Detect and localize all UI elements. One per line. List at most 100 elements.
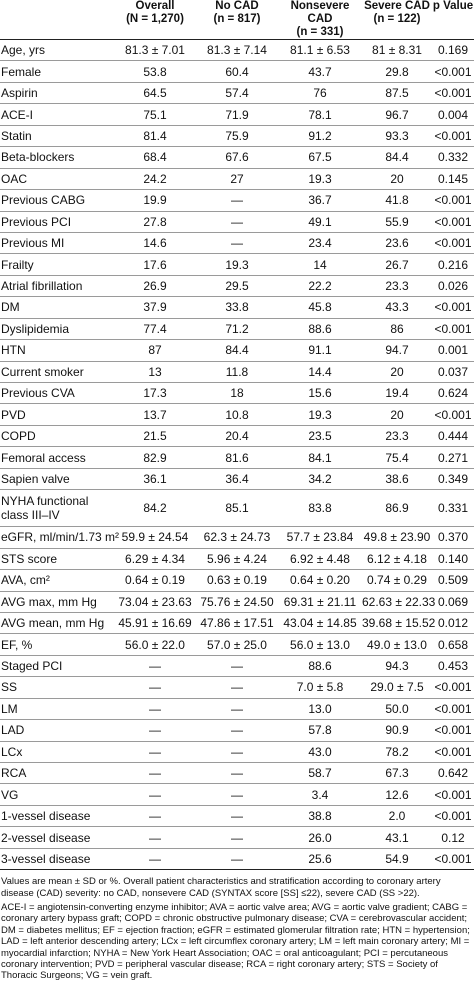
- cell-p-value: 0.069: [437, 594, 469, 609]
- row-label: AVA, cm²: [1, 573, 50, 588]
- cell-p-value: 0.642: [437, 766, 469, 781]
- cell-p-value: 0.169: [437, 43, 469, 58]
- cell-p-value: <0.001: [434, 236, 472, 251]
- table-body: Age, yrs 81.3 ± 7.01 81.3 ± 7.14 81.1 ± 6.5…: [0, 40, 474, 870]
- table-row: Previous MI 14.6 — 23.4 23.6 <0.001: [0, 232, 474, 254]
- table-row: Staged PCI — — 88.6 94.3 0.453: [0, 655, 474, 677]
- cell-no-cad: 0.63 ± 0.19: [207, 573, 267, 588]
- cell-p-value: 0.370: [437, 530, 469, 545]
- table-row: Age, yrs 81.3 ± 7.01 81.3 ± 7.14 81.1 ± 6.5…: [0, 40, 474, 61]
- cell-nonsevere-cad: 91.1: [308, 343, 332, 358]
- table-row: AVA, cm² 0.64 ± 0.19 0.63 ± 0.19 0.64 ± 0.2…: [0, 570, 474, 591]
- table-row: RCA — — 58.7 67.3 0.642: [0, 763, 474, 784]
- table-row: 1-vessel disease — — 38.8 2.0 <0.001: [0, 805, 474, 827]
- header-no-cad-n: (n = 817): [213, 13, 261, 25]
- cell-no-cad: 36.4: [225, 471, 249, 486]
- cell-overall: 26.9: [143, 279, 167, 294]
- cell-overall: 37.9: [143, 300, 167, 315]
- table-row: Frailty 17.6 19.3 14 26.7 0.216: [0, 254, 474, 276]
- cell-overall: 53.8: [143, 64, 167, 79]
- cell-p-value: <0.001: [434, 86, 472, 101]
- header-no-cad: No CAD (n = 817): [196, 0, 278, 40]
- cell-severe-cad: 29.8: [385, 64, 409, 79]
- cell-overall: —: [149, 659, 161, 674]
- cell-nonsevere-cad: 57.7 ± 23.84: [286, 530, 354, 545]
- cell-p-value: <0.001: [434, 809, 472, 824]
- cell-no-cad: —: [231, 701, 243, 716]
- header-row: Overall (N = 1,270) No CAD (n = 817) Non…: [0, 0, 474, 40]
- row-label: DM: [1, 300, 20, 315]
- cell-overall: 14.6: [143, 236, 167, 251]
- cell-overall: 45.91 ± 16.69: [118, 616, 192, 631]
- cell-p-value: 0.453: [437, 659, 469, 674]
- cell-severe-cad: 43.3: [385, 300, 409, 315]
- row-label: ACE-I: [1, 107, 34, 122]
- cell-severe-cad: 90.9: [385, 723, 409, 738]
- cell-p-value: <0.001: [434, 64, 472, 79]
- row-label: NYHA functional class III–IV: [1, 494, 89, 523]
- cell-overall: 56.0 ± 22.0: [125, 637, 185, 652]
- header-overall-title: Overall: [135, 0, 175, 12]
- cell-severe-cad: 41.8: [385, 193, 409, 208]
- cell-no-cad: 5.96 ± 4.24: [207, 551, 267, 566]
- row-label: Aspirin: [1, 86, 38, 101]
- cell-overall: 81.3 ± 7.01: [125, 43, 185, 58]
- cell-nonsevere-cad: 49.1: [308, 214, 332, 229]
- row-label: STS score: [1, 551, 58, 566]
- cell-no-cad: —: [231, 766, 243, 781]
- cell-no-cad: —: [231, 723, 243, 738]
- row-label: EF, %: [1, 637, 33, 652]
- cell-nonsevere-cad: 25.6: [308, 851, 332, 866]
- cell-nonsevere-cad: 91.2: [308, 128, 332, 143]
- cell-overall: 84.2: [143, 501, 167, 516]
- cell-nonsevere-cad: 7.0 ± 5.8: [296, 680, 344, 695]
- row-label: AVG mean, mm Hg: [1, 616, 105, 631]
- cell-severe-cad: 26.7: [385, 257, 409, 272]
- table-row: Female 53.8 60.4 43.7 29.8 <0.001: [0, 61, 474, 83]
- cell-severe-cad: 54.9: [385, 851, 409, 866]
- cell-overall: 17.3: [143, 386, 167, 401]
- cell-nonsevere-cad: 67.5: [308, 150, 332, 165]
- cell-no-cad: —: [231, 787, 243, 802]
- cell-nonsevere-cad: 36.7: [308, 193, 332, 208]
- cell-p-value: <0.001: [434, 214, 472, 229]
- cell-p-value: 0.012: [437, 616, 469, 631]
- table-header: Overall (N = 1,270) No CAD (n = 817) Non…: [0, 0, 474, 40]
- row-label: 1-vessel disease: [1, 809, 91, 824]
- cell-no-cad: 57.0 ± 25.0: [207, 637, 267, 652]
- cell-overall: 6.29 ± 4.34: [125, 551, 185, 566]
- cell-no-cad: 47.86 ± 17.51: [200, 616, 274, 631]
- table-footnotes: Values are mean ± SD or %. Overall patie…: [0, 870, 474, 982]
- header-p-value: p Value: [432, 0, 474, 40]
- cell-no-cad: 27: [230, 171, 244, 186]
- header-severe-cad-n: (n = 122): [373, 13, 421, 25]
- row-label: AVG max, mm Hg: [1, 594, 97, 609]
- table-row: Dyslipidemia 77.4 71.2 88.6 86 <0.001: [0, 318, 474, 340]
- row-label: Frailty: [1, 257, 34, 272]
- row-label: COPD: [1, 429, 36, 444]
- cell-overall: 75.1: [143, 107, 167, 122]
- cell-p-value: <0.001: [434, 680, 472, 695]
- table-row: LAD — — 57.8 90.9 <0.001: [0, 720, 474, 742]
- cell-p-value: 0.332: [437, 150, 469, 165]
- cell-no-cad: —: [231, 809, 243, 824]
- cell-p-value: 0.216: [437, 257, 469, 272]
- cell-severe-cad: 86: [390, 321, 404, 336]
- table-row: Previous CVA 17.3 18 15.6 19.4 0.624: [0, 383, 474, 404]
- cell-no-cad: 11.8: [225, 364, 249, 379]
- cell-nonsevere-cad: 6.92 ± 4.48: [290, 551, 350, 566]
- cell-no-cad: 75.9: [225, 128, 249, 143]
- row-label: Previous PCI: [1, 214, 72, 229]
- cell-p-value: <0.001: [434, 193, 472, 208]
- cell-severe-cad: 81 ± 8.31: [372, 43, 422, 58]
- cell-severe-cad: 49.8 ± 23.90: [363, 530, 431, 545]
- table-row: PVD 13.7 10.8 19.3 20 <0.001: [0, 404, 474, 426]
- cell-p-value: 0.037: [437, 364, 469, 379]
- cell-p-value: 0.004: [437, 107, 469, 122]
- row-label: Previous MI: [1, 236, 65, 251]
- table-row: Sapien valve 36.1 36.4 34.2 38.6 0.349: [0, 468, 474, 490]
- cell-severe-cad: 78.2: [385, 744, 409, 759]
- row-label: Statin: [1, 128, 32, 143]
- cell-severe-cad: 93.3: [385, 128, 409, 143]
